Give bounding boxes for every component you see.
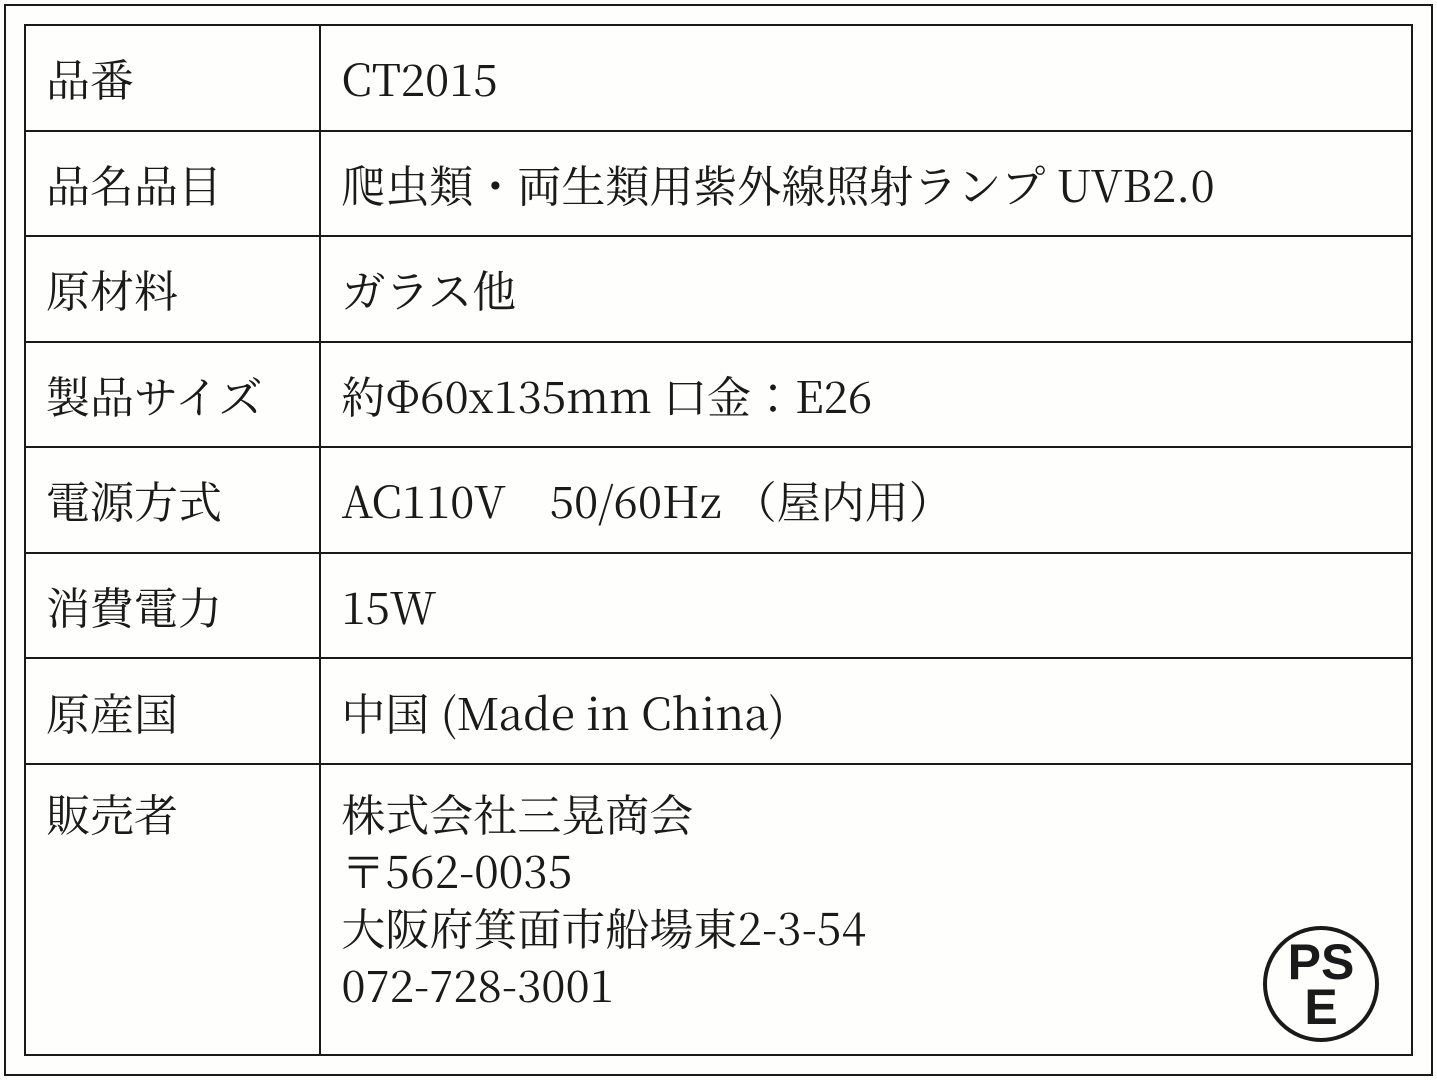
table-row: 原産国 中国 (Made in China) — [25, 658, 1412, 764]
seller-line: 株式会社三晃商会 — [341, 785, 1391, 840]
row-label: 電源方式 — [25, 447, 320, 553]
table-row: 原材料 ガラス他 — [25, 236, 1412, 342]
spec-table: 品番 CT2015 品名品目 爬虫類・両生類用紫外線照射ランプ UVB2.0 原… — [24, 24, 1413, 1056]
seller-line: 〒562-0035 — [341, 842, 1391, 897]
svg-text:E: E — [1304, 979, 1337, 1035]
row-label: 原産国 — [25, 658, 320, 764]
row-label: 原材料 — [25, 236, 320, 342]
row-value: 15W — [320, 553, 1412, 659]
row-value: 中国 (Made in China) — [320, 658, 1412, 764]
table-row: 製品サイズ 約Φ60x135mm 口金：E26 — [25, 342, 1412, 448]
row-value: 株式会社三晃商会 〒562-0035 大阪府箕面市船場東2-3-54 072-7… — [320, 764, 1412, 1055]
row-label: 消費電力 — [25, 553, 320, 659]
row-value: AC110V 50/60Hz （屋内用） — [320, 447, 1412, 553]
table-row: 消費電力 15W — [25, 553, 1412, 659]
row-label: 品名品目 — [25, 131, 320, 237]
table-row: 販売者 株式会社三晃商会 〒562-0035 大阪府箕面市船場東2-3-54 0… — [25, 764, 1412, 1055]
row-label: 販売者 — [25, 764, 320, 1055]
row-value: ガラス他 — [320, 236, 1412, 342]
label-frame: 品番 CT2015 品名品目 爬虫類・両生類用紫外線照射ランプ UVB2.0 原… — [4, 4, 1433, 1076]
pse-mark-icon: PS E — [1261, 924, 1381, 1044]
table-row: 品番 CT2015 — [25, 25, 1412, 131]
seller-line: 072-728-3001 — [341, 956, 1391, 1011]
table-row: 品名品目 爬虫類・両生類用紫外線照射ランプ UVB2.0 — [25, 131, 1412, 237]
seller-line: 大阪府箕面市船場東2-3-54 — [341, 899, 1391, 954]
pse-bottom-text: E — [1304, 979, 1337, 1035]
seller-block: 株式会社三晃商会 〒562-0035 大阪府箕面市船場東2-3-54 072-7… — [341, 785, 1391, 1011]
row-value: CT2015 — [320, 25, 1412, 131]
table-row: 電源方式 AC110V 50/60Hz （屋内用） — [25, 447, 1412, 553]
row-label: 品番 — [25, 25, 320, 131]
row-label: 製品サイズ — [25, 342, 320, 448]
row-value: 爬虫類・両生類用紫外線照射ランプ UVB2.0 — [320, 131, 1412, 237]
row-value: 約Φ60x135mm 口金：E26 — [320, 342, 1412, 448]
